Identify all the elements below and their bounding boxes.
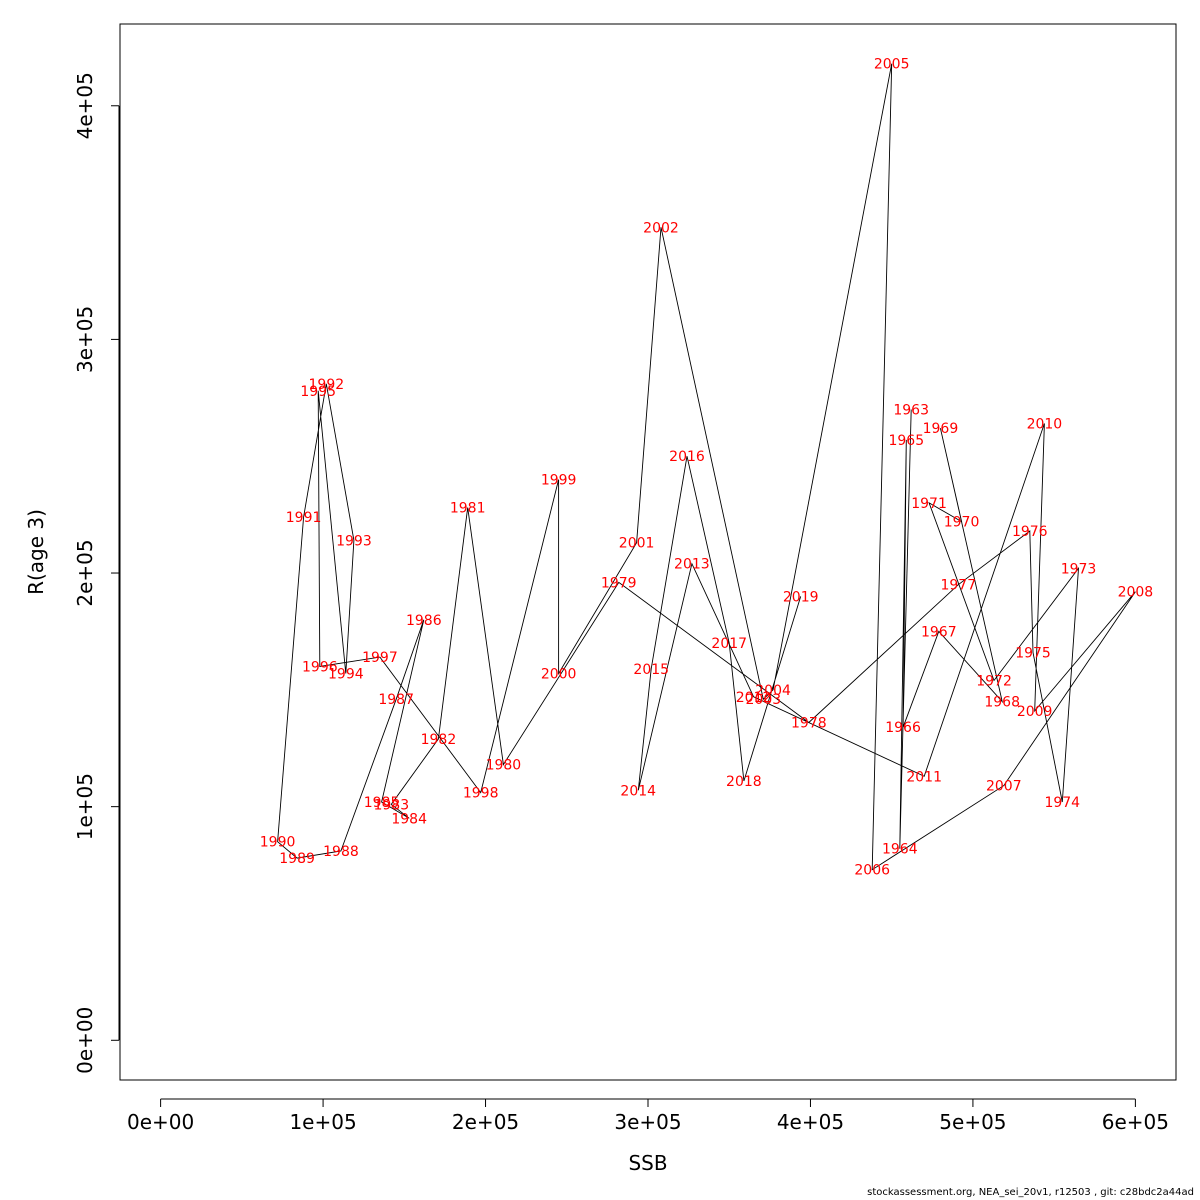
- y-tick-label: 3e+05: [73, 306, 97, 373]
- y-axis-title: R(age 3): [24, 509, 48, 595]
- year-label-1974: 1974: [1044, 795, 1080, 811]
- year-label-1995: 1995: [300, 384, 336, 400]
- x-axis-title: SSB: [628, 1151, 667, 1175]
- footer-caption: stockassessment.org, NEA_sei_20v1, r1250…: [867, 1187, 1194, 1198]
- year-label-2000: 2000: [541, 666, 577, 682]
- year-label-1981: 1981: [450, 501, 486, 517]
- year-label-1979: 1979: [601, 575, 637, 591]
- year-label-2018: 2018: [726, 774, 762, 790]
- year-label-1997: 1997: [362, 650, 398, 666]
- x-tick-label: 3e+05: [614, 1110, 681, 1134]
- year-label-2013: 2013: [674, 557, 710, 573]
- year-label-1980: 1980: [486, 758, 522, 774]
- plot-frame: [119, 23, 1177, 1081]
- year-label-2011: 2011: [906, 769, 942, 785]
- year-label-1994: 1994: [328, 666, 364, 682]
- year-label-1987: 1987: [378, 692, 414, 708]
- year-label-1965: 1965: [888, 433, 924, 449]
- year-label-2015: 2015: [633, 662, 669, 678]
- year-label-1964: 1964: [882, 842, 918, 858]
- year-label-1998: 1998: [463, 786, 499, 802]
- year-label-1963: 1963: [893, 402, 929, 418]
- year-label-1966: 1966: [885, 720, 921, 736]
- point-labels: 1963 1964 1965 1966 1967 1968 1969 1970 1971 1972…: [260, 57, 1153, 879]
- year-label-1975: 1975: [1015, 645, 1051, 661]
- year-label-1982: 1982: [421, 732, 457, 748]
- year-label-1991: 1991: [286, 510, 322, 526]
- year-label-2017: 2017: [711, 636, 747, 652]
- year-label-1993: 1993: [336, 533, 372, 549]
- year-label-1992: 1992: [309, 377, 345, 393]
- year-label-1988: 1988: [323, 844, 359, 860]
- y-axis: 0e+00 1e+05 2e+05 3e+05 4e+05: [73, 72, 120, 1074]
- year-label-1986: 1986: [406, 613, 442, 629]
- x-tick-label: 6e+05: [1102, 1110, 1169, 1134]
- year-label-2006: 2006: [854, 863, 890, 879]
- year-label-1968: 1968: [984, 695, 1020, 711]
- year-label-1983: 1983: [373, 797, 409, 813]
- series-line: [277, 63, 1136, 871]
- x-tick-label: 1e+05: [289, 1110, 356, 1134]
- year-label-1996: 1996: [302, 659, 338, 675]
- y-tick-label: 4e+05: [73, 72, 97, 139]
- year-label-2001: 2001: [619, 536, 655, 552]
- recruitment-trajectory-line: [277, 63, 1136, 871]
- year-label-1976: 1976: [1012, 524, 1048, 540]
- year-label-2014: 2014: [620, 783, 656, 799]
- year-label-1971: 1971: [911, 496, 947, 512]
- year-label-2003: 2003: [746, 692, 782, 708]
- year-label-2012: 2012: [736, 690, 772, 706]
- x-tick-label: 0e+00: [127, 1110, 194, 1134]
- year-label-1978: 1978: [791, 716, 827, 732]
- year-label-1977: 1977: [940, 578, 976, 594]
- year-label-2005: 2005: [874, 57, 910, 73]
- year-label-2010: 2010: [1027, 417, 1063, 433]
- y-tick-label: 2e+05: [73, 539, 97, 606]
- year-label-2007: 2007: [986, 779, 1022, 795]
- x-axis: 0e+00 1e+05 2e+05 3e+05 4e+05 5e+05 6e+05: [127, 1098, 1169, 1134]
- year-label-1972: 1972: [976, 673, 1012, 689]
- year-label-2016: 2016: [669, 449, 705, 465]
- year-label-2008: 2008: [1118, 585, 1154, 601]
- year-label-2019: 2019: [783, 589, 819, 605]
- year-label-1969: 1969: [923, 421, 959, 437]
- x-tick-label: 4e+05: [777, 1110, 844, 1134]
- y-tick-label: 1e+05: [73, 773, 97, 840]
- x-tick-label: 2e+05: [452, 1110, 519, 1134]
- year-label-1985: 1985: [364, 795, 400, 811]
- year-label-1989: 1989: [279, 851, 315, 867]
- year-label-2009: 2009: [1017, 704, 1053, 720]
- x-tick-label: 5e+05: [939, 1110, 1006, 1134]
- year-label-1984: 1984: [391, 811, 427, 827]
- y-tick-label: 0e+00: [73, 1007, 97, 1074]
- year-label-1970: 1970: [944, 515, 980, 531]
- year-label-1973: 1973: [1061, 561, 1097, 577]
- year-label-1990: 1990: [260, 835, 296, 851]
- year-label-2002: 2002: [643, 220, 679, 236]
- year-label-1967: 1967: [921, 624, 957, 640]
- year-label-1999: 1999: [541, 473, 577, 489]
- year-label-2004: 2004: [755, 683, 791, 699]
